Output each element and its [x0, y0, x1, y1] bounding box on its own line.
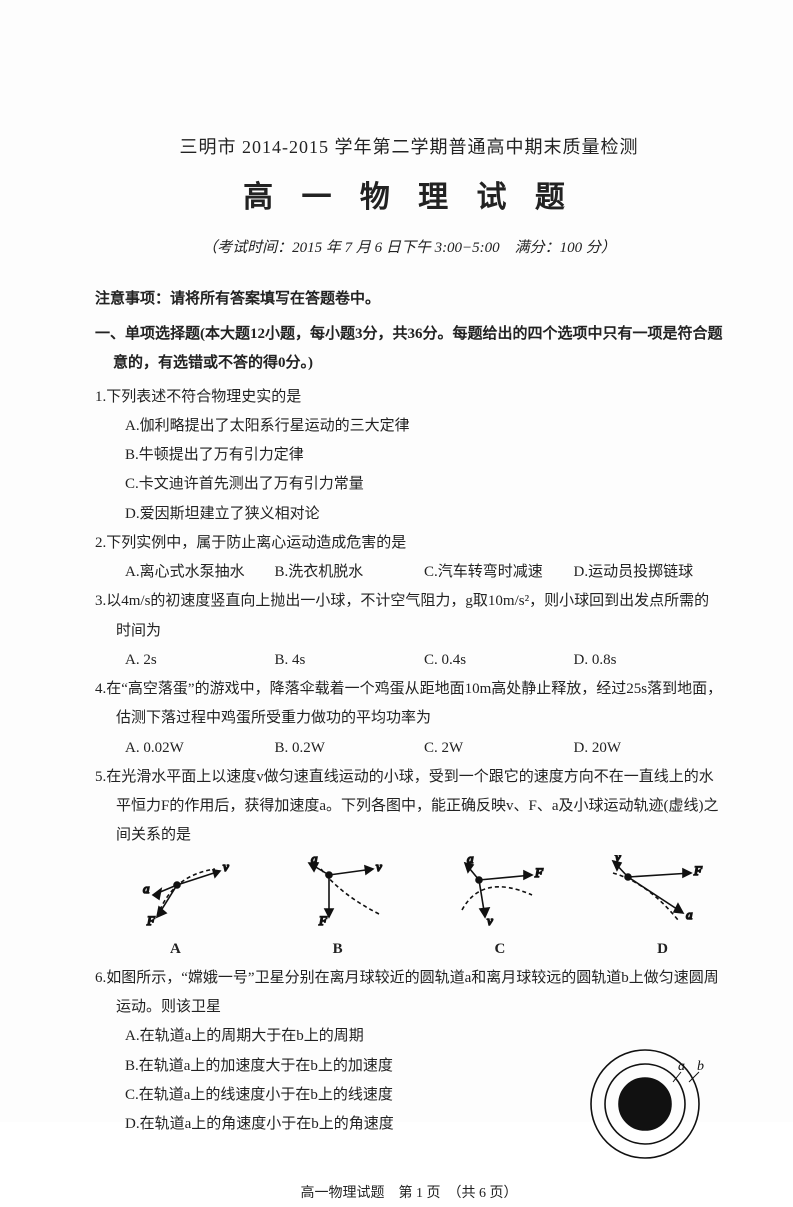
header-title: 高 一 物 理 试 题: [95, 169, 723, 228]
q6-opt-d: D.在轨道a上的角速度小于在b上的角速度: [95, 1110, 583, 1139]
q3-options: A. 2s B. 4s C. 0.4s D. 0.8s: [95, 646, 723, 675]
q1-opt-b: B.牛顿提出了万有引力定律: [95, 441, 723, 470]
q5-label-d: D: [657, 935, 668, 964]
svg-text:F: F: [146, 913, 156, 928]
q6-opt-a: A.在轨道a上的周期大于在b上的周期: [95, 1022, 583, 1051]
q6-body: A.在轨道a上的周期大于在b上的周期 B.在轨道a上的加速度大于在b上的加速度 …: [95, 1022, 723, 1173]
q3-opt-b: B. 4s: [275, 646, 425, 675]
svg-text:a: a: [467, 855, 474, 866]
svg-text:F: F: [318, 913, 328, 928]
q2-opt-b: B.洗衣机脱水: [275, 558, 425, 587]
q4-opt-b: B. 0.2W: [275, 734, 425, 763]
q4-opt-c: C. 2W: [424, 734, 574, 763]
svg-text:F: F: [693, 863, 703, 878]
svg-text:v: v: [487, 913, 493, 928]
svg-text:v: v: [376, 859, 382, 874]
q6-opt-c: C.在轨道a上的线速度小于在b上的线速度: [95, 1081, 583, 1110]
header-line1: 三明市 2014-2015 学年第二学期普通高中期末质量检测: [95, 130, 723, 165]
q5-diagram-c: a F v: [437, 855, 557, 935]
svg-text:b: b: [697, 1059, 704, 1074]
q5-diagram-d: v F a: [593, 855, 713, 935]
svg-text:a: a: [143, 881, 150, 896]
q4-options: A. 0.02W B. 0.2W C. 2W D. 20W: [95, 734, 723, 763]
notice: 注意事项：请将所有答案填写在答题卷中。: [95, 285, 723, 314]
q5-diagram-a: v a F: [125, 855, 245, 935]
svg-text:F: F: [534, 865, 544, 880]
svg-text:v: v: [223, 859, 229, 874]
exam-info: （考试时间：2015 年 7 月 6 日下午 3:00−5:00 满分：100 …: [95, 234, 723, 263]
q5-diagram-labels: A B C D: [95, 935, 723, 964]
svg-text:a: a: [686, 907, 693, 922]
q3-stem: 3.以4m/s的初速度竖直向上抛出一小球，不计空气阻力，g取10m/s²，则小球…: [95, 587, 723, 646]
q4-opt-a: A. 0.02W: [125, 734, 275, 763]
q1-stem: 1.下列表述不符合物理史实的是: [95, 383, 723, 412]
svg-text:v: v: [615, 855, 621, 864]
svg-text:a: a: [311, 855, 318, 866]
q3-opt-c: C. 0.4s: [424, 646, 574, 675]
q1-opt-c: C.卡文迪许首先测出了万有引力常量: [95, 470, 723, 499]
q3-opt-d: D. 0.8s: [574, 646, 724, 675]
page-footer: 高一物理试题 第 1 页 （共 6 页）: [95, 1180, 723, 1207]
q5-diagram-b: a v F: [281, 855, 401, 935]
q1-opt-d: D.爱因斯坦建立了狭义相对论: [95, 500, 723, 529]
section1-head: 一、单项选择题(本大题12小题，每小题3分，共36分。每题给出的四个选项中只有一…: [95, 320, 723, 379]
exam-page: 三明市 2014-2015 学年第二学期普通高中期末质量检测 高 一 物 理 试…: [0, 0, 793, 1122]
q4-opt-d: D. 20W: [574, 734, 724, 763]
q5-label-c: C: [494, 935, 505, 964]
q2-options: A.离心式水泵抽水 B.洗衣机脱水 C.汽车转弯时减速 D.运动员投掷链球: [95, 558, 723, 587]
q6-orbit-diagram: a b: [583, 1042, 713, 1162]
q5-label-b: B: [333, 935, 343, 964]
q2-stem: 2.下列实例中，属于防止离心运动造成危害的是: [95, 529, 723, 558]
q3-opt-a: A. 2s: [125, 646, 275, 675]
q2-opt-d: D.运动员投掷链球: [574, 558, 724, 587]
q1-opt-a: A.伽利略提出了太阳系行星运动的三大定律: [95, 412, 723, 441]
svg-text:a: a: [678, 1059, 685, 1074]
q4-stem: 4.在“高空落蛋”的游戏中，降落伞载着一个鸡蛋从距地面10m高处静止释放，经过2…: [95, 675, 723, 734]
q5-label-a: A: [170, 935, 181, 964]
q6-opt-b: B.在轨道a上的加速度大于在b上的加速度: [95, 1052, 583, 1081]
q2-opt-c: C.汽车转弯时减速: [424, 558, 574, 587]
q5-stem: 5.在光滑水平面上以速度v做匀速直线运动的小球，受到一个跟它的速度方向不在一直线…: [95, 763, 723, 851]
q5-diagrams: v a F a v F: [95, 855, 723, 935]
q2-opt-a: A.离心式水泵抽水: [125, 558, 275, 587]
q6-stem: 6.如图所示，“嫦娥一号”卫星分别在离月球较近的圆轨道a和离月球较远的圆轨道b上…: [95, 964, 723, 1023]
